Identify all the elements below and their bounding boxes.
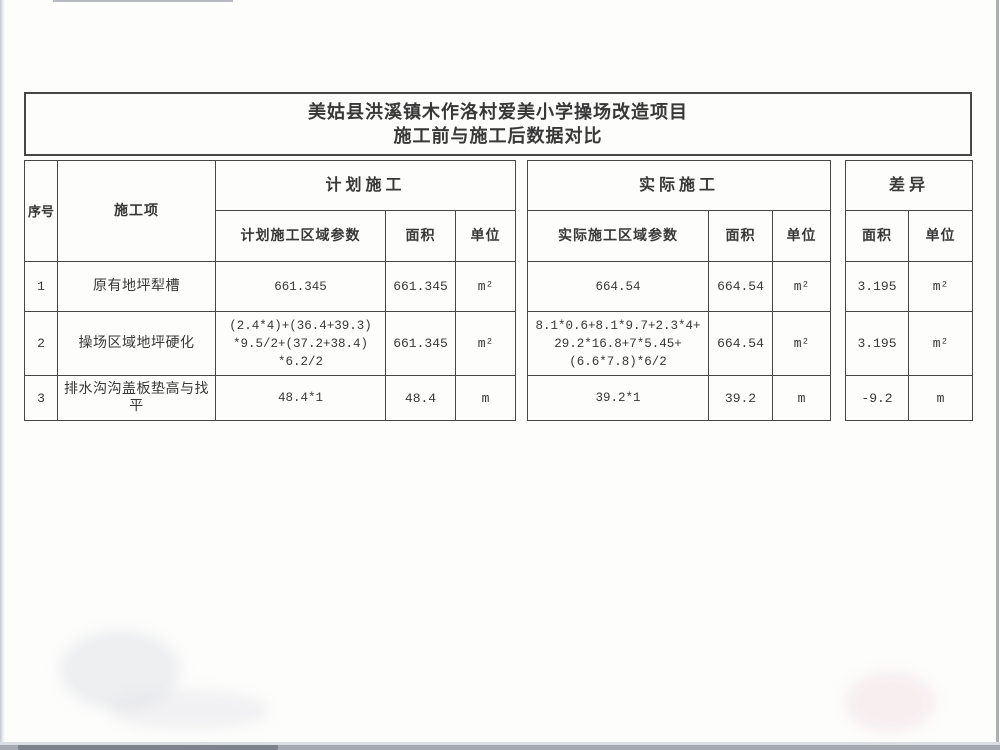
row-1-actual-param: 664.54 — [527, 261, 709, 312]
row-1-planned-unit: m² — [454, 261, 517, 312]
header-actual-area: 面积 — [708, 210, 773, 262]
row-1-no: 1 — [24, 261, 58, 312]
document-title-line-2: 施工前与施工后数据对比 — [393, 126, 603, 146]
scan-edge-top-line — [53, 0, 233, 2]
table-row: 3 排水沟沟盖板垫高与找平 48.4*1 48.4 m — [24, 375, 517, 421]
header-planned-unit: 单位 — [454, 210, 517, 262]
row-2-diff-unit: m² — [907, 311, 974, 376]
table-actual-block: 实际施工 实际施工区域参数 面积 单位 664.54 664.54 m² 8.1… — [526, 160, 832, 421]
table-diff-block: 差异 面积 单位 3.195 m² 3.195 m² -9.2 m — [844, 160, 974, 421]
row-3-no: 3 — [24, 375, 58, 421]
row-3-item: 排水沟沟盖板垫高与找平 — [57, 375, 216, 421]
row-2-planned-area: 661.345 — [385, 311, 456, 376]
scan-edge-bottom-light — [0, 742, 1000, 745]
row-1-planned-area: 661.345 — [385, 261, 456, 312]
row-2-diff-area: 3.195 — [845, 311, 909, 376]
table-row: 2 操场区域地坪硬化 (2.4*4)+(36.4+39.3) *9.5/2+(3… — [24, 311, 517, 376]
header-planned-param: 计划施工区域参数 — [215, 210, 386, 262]
row-2-no: 2 — [24, 311, 58, 376]
table-row: 664.54 664.54 m² — [527, 261, 832, 312]
row-2-planned-unit: m² — [454, 311, 517, 376]
header-diff-area: 面积 — [845, 210, 909, 262]
row-3-actual-area: 39.2 — [708, 375, 773, 421]
row-1-diff-area: 3.195 — [845, 261, 909, 312]
scan-edge-bottom-band — [0, 745, 1000, 750]
table-row: 3.195 m² — [845, 261, 974, 312]
row-3-planned-area: 48.4 — [385, 375, 456, 421]
header-actual-param: 实际施工区域参数 — [527, 210, 709, 262]
header-item: 施工项 — [57, 160, 216, 262]
row-3-actual-param: 39.2*1 — [527, 375, 709, 421]
table-row: -9.2 m — [845, 375, 974, 421]
row-3-planned-param: 48.4*1 — [215, 375, 386, 421]
scan-smudge — [60, 630, 180, 710]
row-1-actual-unit: m² — [771, 261, 832, 312]
row-3-diff-unit: m — [907, 375, 974, 421]
header-actual-group: 实际施工 — [526, 160, 832, 211]
document-title-line-1: 美姑县洪溪镇木作洛村爱美小学操场改造项目 — [308, 102, 688, 122]
table-row: 1 原有地坪犁槽 661.345 661.345 m² — [24, 261, 517, 312]
row-1-diff-unit: m² — [907, 261, 974, 312]
header-no: 序号 — [24, 160, 58, 262]
header-actual-unit: 单位 — [771, 210, 832, 262]
row-3-diff-area: -9.2 — [845, 375, 909, 421]
row-2-actual-param: 8.1*0.6+8.1*9.7+2.3*4+ 29.2*16.8+7*5.45+… — [527, 311, 709, 376]
row-2-item: 操场区域地坪硬化 — [57, 311, 216, 376]
table-row: 8.1*0.6+8.1*9.7+2.3*4+ 29.2*16.8+7*5.45+… — [527, 311, 832, 376]
header-planned-group: 计划施工 — [214, 160, 517, 211]
header-planned-area: 面积 — [385, 210, 456, 262]
scan-edge-left — [0, 0, 5, 750]
table-row: 3.195 m² — [845, 311, 974, 376]
table-planned-block: 序号 施工项 计划施工 计划施工区域参数 面积 单位 1 原有地坪犁槽 661.… — [24, 160, 517, 421]
row-2-planned-param: (2.4*4)+(36.4+39.3) *9.5/2+(37.2+38.4) *… — [215, 311, 386, 376]
scan-smudge — [845, 672, 935, 732]
header-diff-unit: 单位 — [907, 210, 974, 262]
row-3-actual-unit: m — [771, 375, 832, 421]
table-row: 39.2*1 39.2 m — [527, 375, 832, 421]
scan-edge-right — [996, 0, 999, 750]
row-2-actual-area: 664.54 — [708, 311, 773, 376]
row-2-actual-unit: m² — [771, 311, 832, 376]
header-diff-group: 差异 — [844, 160, 974, 211]
row-1-actual-area: 664.54 — [708, 261, 773, 312]
row-3-planned-unit: m — [454, 375, 517, 421]
scan-edge-bottom-dark-segment — [18, 745, 278, 750]
row-1-planned-param: 661.345 — [215, 261, 386, 312]
scan-smudge — [110, 690, 270, 730]
document-title-block: 美姑县洪溪镇木作洛村爱美小学操场改造项目 施工前与施工后数据对比 — [24, 92, 972, 156]
row-1-item: 原有地坪犁槽 — [57, 261, 216, 312]
